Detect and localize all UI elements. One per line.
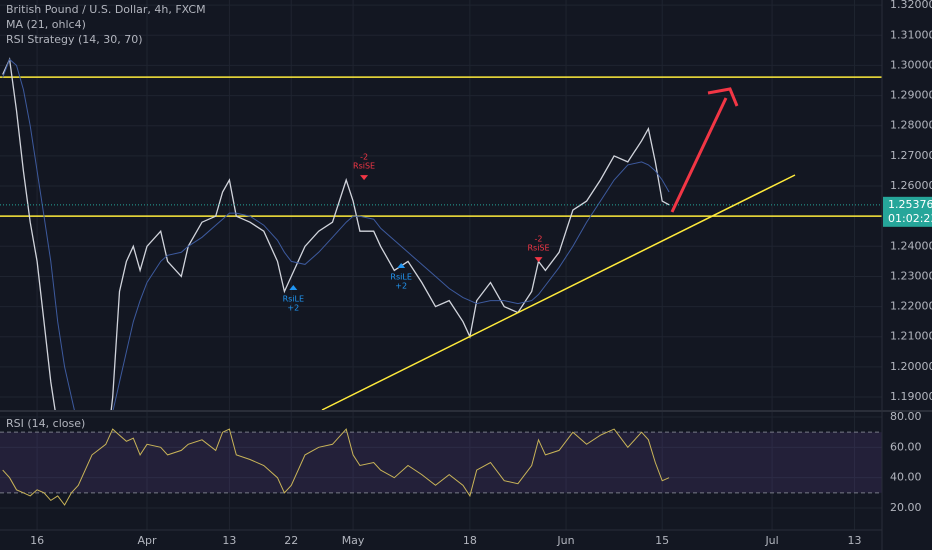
series-line [2, 428, 670, 506]
y-tick-label: 40.00 [890, 471, 922, 484]
y-tick-label: 20.00 [890, 501, 922, 514]
signal-label: RsiSE [353, 162, 375, 171]
y-tick-label: 1.24000 [890, 239, 932, 252]
signal-marker [534, 257, 543, 263]
signal-qty: -2 [535, 235, 543, 244]
price-tag-bg [883, 196, 932, 227]
x-tick-label: 22 [284, 534, 298, 547]
y-tick-label: 1.19000 [890, 390, 932, 403]
rsi-title: RSI (14, close) [6, 417, 85, 430]
y-tick-label: 1.27000 [890, 149, 932, 162]
y-tick-label: 80.00 [890, 410, 922, 423]
y-tick-label: 1.32000 [890, 0, 932, 11]
y-tick-label: 1.26000 [890, 179, 932, 192]
grid [0, 0, 882, 530]
y-tick-label: 60.00 [890, 440, 922, 453]
signal-marker [397, 263, 406, 269]
x-tick-label: 13 [848, 534, 862, 547]
signal-marker [360, 175, 369, 181]
rsi-band-fill [0, 432, 882, 493]
indicator-label: MA (21, ohlc4) [6, 18, 86, 31]
y-tick-label: 1.21000 [890, 330, 932, 343]
rsi-pane [0, 428, 882, 506]
signal-label: RsiLE [390, 273, 411, 282]
axes: 1.19000 1.20000 1.21000 1.22000 1.23000 1.240… [30, 0, 932, 547]
x-tick-label: Jul [764, 534, 778, 547]
x-tick-label: 13 [222, 534, 236, 547]
x-tick-label: May [342, 534, 365, 547]
price-tag: 1.25376 [888, 198, 932, 211]
x-tick-label: 16 [30, 534, 44, 547]
series-line [2, 57, 670, 410]
y-tick-label: 1.22000 [890, 300, 932, 313]
x-tick-label: Jun [556, 534, 574, 547]
arrow-shaft [670, 97, 728, 213]
signal-qty: -2 [360, 153, 368, 162]
y-tick-label: 1.23000 [890, 269, 932, 282]
trend-line [321, 174, 796, 411]
x-tick-label: 18 [463, 534, 477, 547]
countdown: 01:02:23 [888, 212, 932, 225]
signal-marker [289, 285, 298, 291]
arrow-head [707, 87, 739, 107]
signal-qty: +2 [395, 282, 407, 291]
signal-label: RsiSE [527, 244, 549, 253]
series-line [2, 58, 670, 410]
signal-qty: +2 [287, 304, 299, 313]
x-tick-label: Apr [137, 534, 157, 547]
chart-title: British Pound / U.S. Dollar, 4h, FXCM [6, 3, 206, 16]
indicator-label: RSI Strategy (14, 30, 70) [6, 33, 143, 46]
y-tick-label: 1.31000 [890, 28, 932, 41]
y-tick-label: 1.29000 [890, 89, 932, 102]
signal-label: RsiLE [283, 295, 304, 304]
x-tick-label: 15 [655, 534, 669, 547]
y-tick-label: 1.30000 [890, 58, 932, 71]
y-tick-label: 1.28000 [890, 119, 932, 132]
y-tick-label: 1.20000 [890, 360, 932, 373]
